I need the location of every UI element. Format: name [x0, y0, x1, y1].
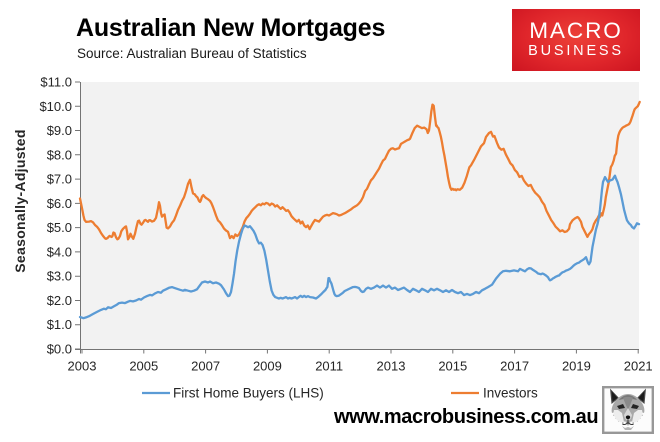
svg-text:2007: 2007 [191, 359, 220, 374]
svg-text:Investors: Investors [483, 386, 538, 401]
svg-text:$2.0: $2.0 [47, 293, 72, 308]
svg-text:2009: 2009 [253, 359, 282, 374]
svg-text:$0.0: $0.0 [47, 342, 72, 357]
svg-text:2021: 2021 [624, 359, 653, 374]
svg-text:$5.0: $5.0 [47, 220, 72, 235]
svg-text:$7.0: $7.0 [47, 172, 72, 187]
svg-text:$4.0: $4.0 [47, 244, 72, 259]
svg-text:2013: 2013 [377, 359, 406, 374]
svg-text:$9.0: $9.0 [47, 123, 72, 138]
svg-text:$3.0: $3.0 [47, 269, 72, 284]
svg-text:$6.0: $6.0 [47, 196, 72, 211]
svg-text:First Home Buyers (LHS): First Home Buyers (LHS) [173, 386, 324, 401]
svg-text:2005: 2005 [129, 359, 158, 374]
svg-text:2011: 2011 [315, 359, 343, 374]
svg-text:2015: 2015 [438, 359, 467, 374]
svg-text:2019: 2019 [562, 359, 591, 374]
svg-text:Seasonally-Adjusted: Seasonally-Adjusted [12, 129, 28, 272]
svg-text:2017: 2017 [500, 359, 529, 374]
svg-text:$10.0: $10.0 [39, 99, 72, 114]
svg-text:2003: 2003 [68, 359, 97, 374]
svg-text:$11.0: $11.0 [40, 75, 72, 90]
svg-text:$8.0: $8.0 [47, 147, 72, 162]
svg-text:$1.0: $1.0 [47, 317, 72, 332]
